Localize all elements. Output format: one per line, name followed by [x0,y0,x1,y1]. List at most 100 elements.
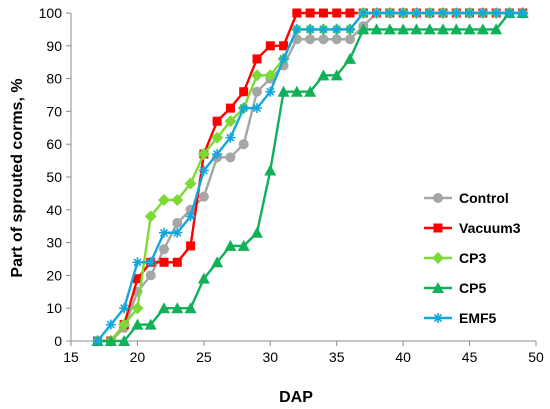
point-cp5 [224,239,237,251]
legend-label-control: Control [459,190,509,206]
point-cp5 [304,85,317,97]
point-emf5 [358,8,369,18]
point-cp5 [317,69,330,81]
legend-marker-cp5 [432,282,444,293]
y-tick-label: 70 [46,103,62,119]
point-vacuum3 [186,241,196,251]
point-cp5 [104,335,117,346]
legend-item-vacuum3: Vacuum3 [424,220,521,236]
y-tick-label: 0 [54,333,62,349]
point-cp3 [224,115,237,128]
point-vacuum3 [225,103,235,113]
point-emf5 [159,227,169,238]
legend-label-vacuum3: Vacuum3 [459,220,521,236]
y-axis-title: Part of sprouted corms, % [9,78,26,277]
point-cp3 [211,131,224,144]
point-cp5 [330,69,343,81]
point-emf5 [212,149,223,160]
point-emf5 [438,8,448,18]
point-vacuum3 [172,257,182,267]
point-emf5 [384,8,395,18]
legend-marker-vacuum3 [433,223,443,233]
y-tick-label: 50 [46,169,62,185]
point-cp3 [264,69,277,82]
point-emf5 [318,24,329,35]
point-vacuum3 [345,8,355,18]
point-cp5 [171,302,184,314]
point-cp5 [277,85,290,97]
point-cp3 [251,69,263,82]
y-tick-label: 30 [46,235,62,251]
point-vacuum3 [305,8,315,18]
point-vacuum3 [318,8,328,18]
point-control [225,152,236,163]
point-emf5 [305,24,316,35]
point-cp5 [290,85,303,97]
point-cp5 [184,302,197,314]
point-cp5 [118,335,131,346]
point-cp5 [344,52,356,64]
point-cp5 [197,272,210,284]
point-vacuum3 [252,54,262,64]
point-control [252,86,262,97]
point-emf5 [345,24,355,35]
plot-area [91,7,529,347]
point-cp3 [144,210,157,223]
point-emf5 [92,336,103,346]
point-cp5 [251,226,263,238]
y-tick-label: 60 [46,136,62,152]
point-emf5 [331,24,342,35]
point-emf5 [119,303,130,314]
point-cp5 [237,239,250,251]
y-tick-label: 10 [46,300,62,316]
y-tick-label: 80 [46,71,62,87]
legend-item-control: Control [424,190,509,206]
point-emf5 [252,103,262,114]
y-tick-label: 90 [46,38,62,54]
point-emf5 [238,103,249,114]
point-vacuum3 [292,8,302,18]
point-cp5 [476,23,489,35]
point-cp5 [410,23,423,35]
y-tick-label: 100 [39,5,63,21]
x-axis-title: DAP [279,389,313,406]
x-tick-label: 40 [395,349,411,365]
legend-label-cp3: CP3 [459,250,486,266]
x-tick-label: 45 [462,349,478,365]
point-emf5 [225,132,236,143]
x-tick-label: 35 [329,349,345,365]
point-control [305,34,316,45]
point-emf5 [451,8,462,18]
point-emf5 [491,8,502,18]
point-control [145,270,156,281]
axes: 15 20 25 30 35 40 45 50 0 10 20 30 40 50 60 70 80 90 100 [39,5,544,365]
point-vacuum3 [239,87,249,97]
point-vacuum3 [159,257,169,267]
point-control [159,244,169,255]
point-cp3 [158,193,170,206]
point-control [172,217,183,228]
point-cp5 [211,256,224,268]
point-emf5 [265,86,276,97]
point-cp5 [264,164,277,176]
point-emf5 [371,8,382,18]
point-cp5 [450,23,463,35]
point-cp5 [131,318,144,330]
point-cp5 [370,23,383,35]
point-emf5 [105,319,116,330]
legend-label-emf5: EMF5 [459,310,497,326]
point-emf5 [504,8,515,18]
legend-item-cp3: CP3 [424,250,486,266]
point-emf5 [411,8,422,18]
point-cp5 [490,23,503,35]
point-cp3 [131,302,144,315]
point-control [345,34,355,45]
series-cp3 [91,7,529,347]
point-emf5 [132,257,143,268]
point-emf5 [464,8,475,18]
legend-marker-emf5 [433,313,443,323]
point-control [331,34,342,45]
y-tick-label: 40 [46,202,62,218]
point-cp5 [144,318,157,330]
point-cp5 [437,23,449,35]
